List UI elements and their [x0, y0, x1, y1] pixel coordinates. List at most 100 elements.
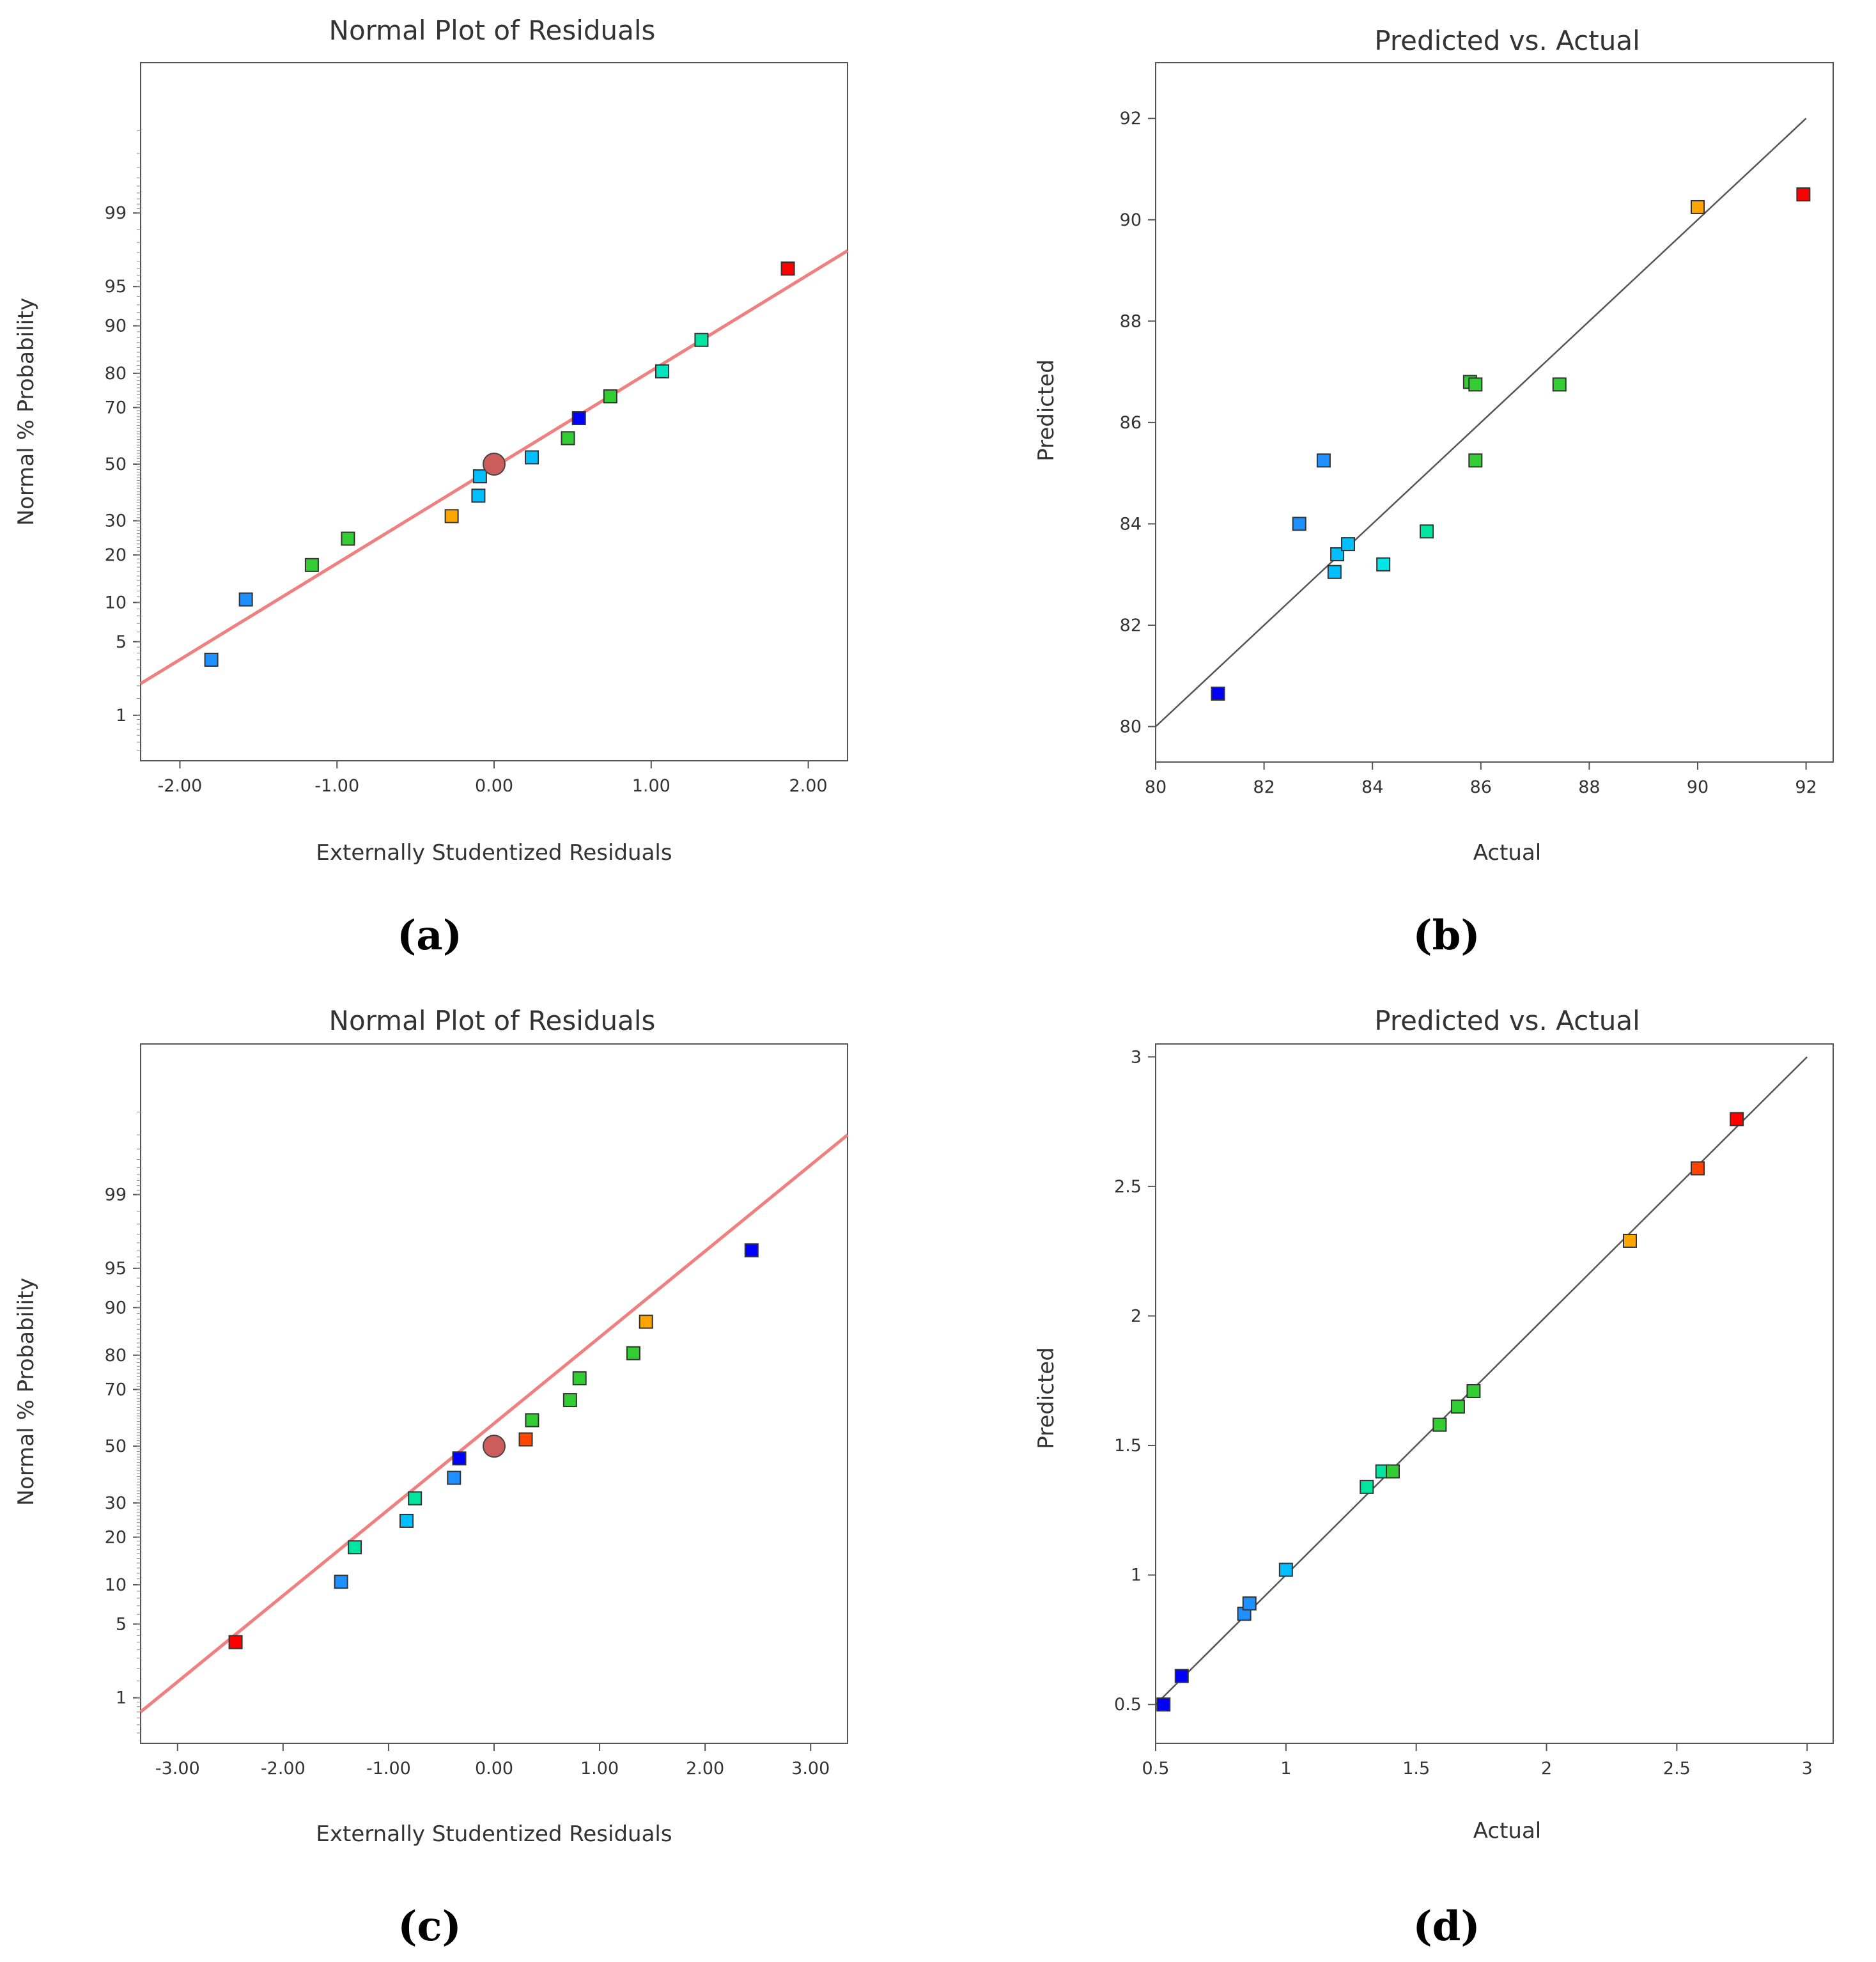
data-point	[561, 431, 575, 446]
x-tick-label: 0.5	[1142, 1759, 1170, 1779]
x-tick-label: 82	[1253, 777, 1275, 797]
y-tick-label: 2	[1131, 1306, 1142, 1326]
data-point	[1330, 547, 1345, 561]
data-point	[1691, 199, 1705, 214]
y-tick-label: 90	[1120, 210, 1142, 230]
data-point	[572, 1371, 587, 1385]
y-tick-label: 30	[105, 1493, 127, 1513]
y-tick-label: 10	[105, 593, 127, 612]
x-tick-label: 2.5	[1663, 1759, 1691, 1779]
reference-line-group	[139, 1133, 849, 1713]
data-point	[571, 411, 586, 426]
reference-line-group	[1155, 118, 1807, 728]
y-minor-ticks	[137, 1111, 141, 1734]
y-tick-label: 2.5	[1114, 1177, 1142, 1197]
data-point	[1466, 1383, 1481, 1398]
y-tick-label: 3	[1131, 1047, 1142, 1067]
y-tick-label: 50	[105, 455, 127, 474]
y-tick-label: 50	[105, 1436, 127, 1456]
x-tick-label: 2	[1541, 1759, 1552, 1779]
x-tick-label: 0.00	[475, 1759, 513, 1779]
panel-a-normal-plot: Normal Plot of Residuals -2.00 -1.00 0.00 1…	[13, 15, 849, 960]
data-point	[228, 1635, 243, 1649]
data-point	[1278, 1562, 1293, 1577]
chart-title: Predicted vs. Actual	[1374, 25, 1640, 56]
x-tick-label: -1.00	[314, 776, 359, 796]
y-tick-label: 95	[105, 1259, 127, 1279]
data-point	[1386, 1464, 1400, 1479]
y-tick-label: 70	[105, 398, 127, 417]
data-point	[626, 1346, 640, 1360]
y-axis-ticks: 1 5 10 20 30 50 70 80 90 95 99	[105, 1185, 141, 1708]
x-tick-label: 1.00	[632, 776, 671, 796]
data-point	[1623, 1233, 1637, 1248]
data-point	[639, 1314, 653, 1329]
y-tick-label: 0.5	[1114, 1695, 1142, 1715]
y-tick-label: 70	[105, 1380, 127, 1399]
data-point	[452, 1451, 467, 1466]
data-point	[1316, 453, 1331, 468]
y-tick-label: 20	[105, 1528, 127, 1548]
data-point	[518, 1432, 533, 1447]
data-point	[562, 1393, 577, 1408]
y-tick-label: 88	[1120, 311, 1142, 331]
data-point	[1450, 1399, 1465, 1414]
x-tick-label: 86	[1470, 777, 1492, 797]
data-points	[1156, 1112, 1744, 1712]
panel-b-predicted-vs-actual: Predicted vs. Actual 80 82 84 86 88 90 92 80 82…	[1034, 25, 1834, 960]
y-tick-label: 1	[116, 706, 127, 726]
x-tick-label: 1.00	[580, 1759, 619, 1779]
y-tick-label: 1	[116, 1688, 127, 1708]
x-tick-label: 3.00	[791, 1759, 830, 1779]
data-point	[694, 332, 709, 347]
data-point	[471, 488, 486, 503]
plot-area	[1155, 1043, 1834, 1744]
data-point	[1292, 517, 1306, 531]
x-tick-label: -3.00	[155, 1759, 200, 1779]
y-tick-label: 30	[105, 511, 127, 531]
x-axis-ticks: -3.00 -2.00 -1.00 0.00 1.00 2.00 3.00	[155, 1743, 830, 1779]
y-axis-label: Predicted	[1034, 359, 1059, 462]
data-point	[780, 261, 795, 276]
y-tick-label: 90	[105, 316, 127, 336]
data-point	[444, 509, 459, 524]
x-tick-label: 1	[1280, 1759, 1291, 1779]
y-axis-ticks: 80 82 84 86 88 90 92	[1120, 109, 1156, 737]
y-tick-label: 80	[105, 364, 127, 384]
y-tick-label: 80	[1120, 717, 1142, 737]
x-tick-label: -2.00	[158, 776, 203, 796]
data-points	[204, 261, 795, 667]
center-point	[483, 1435, 506, 1458]
data-point	[1341, 537, 1356, 552]
reference-line	[139, 1133, 849, 1713]
chart-title: Normal Plot of Residuals	[329, 1005, 656, 1036]
x-tick-label: 90	[1687, 777, 1709, 797]
x-axis-ticks: 0.5 1 1.5 2 2.5 3	[1142, 1743, 1813, 1779]
data-point	[1327, 564, 1342, 579]
y-tick-label: 10	[105, 1575, 127, 1595]
x-tick-label: 3	[1802, 1759, 1813, 1779]
x-axis-ticks: 80 82 84 86 88 90 92	[1145, 762, 1817, 797]
y-axis-label: Predicted	[1034, 1347, 1059, 1449]
data-point	[238, 592, 253, 607]
panel-d-predicted-vs-actual: Predicted vs. Actual 0.5 1 1.5 2 2.5 3 0.5 1 1.…	[1034, 1005, 1834, 1950]
data-point	[1468, 377, 1483, 392]
data-point	[525, 1413, 539, 1428]
y-tick-label: 5	[116, 632, 127, 652]
panel-label: (b)	[1413, 912, 1480, 960]
data-point	[204, 652, 219, 667]
y-axis-ticks: 0.5 1 1.5 2 2.5 3	[1114, 1047, 1156, 1715]
chart-title: Normal Plot of Residuals	[329, 15, 656, 46]
data-point	[655, 364, 669, 378]
y-tick-label: 1.5	[1114, 1436, 1142, 1456]
data-point	[1211, 686, 1225, 701]
center-point	[483, 453, 506, 476]
x-axis-ticks: -2.00 -1.00 0.00 1.00 2.00	[158, 761, 828, 796]
data-point	[524, 450, 539, 465]
data-point	[744, 1243, 759, 1257]
y-tick-label: 82	[1120, 616, 1142, 635]
x-tick-label: -2.00	[261, 1759, 306, 1779]
y-axis-label: Normal % Probability	[13, 1278, 39, 1506]
data-point	[1420, 524, 1434, 539]
y-tick-label: 20	[105, 545, 127, 565]
